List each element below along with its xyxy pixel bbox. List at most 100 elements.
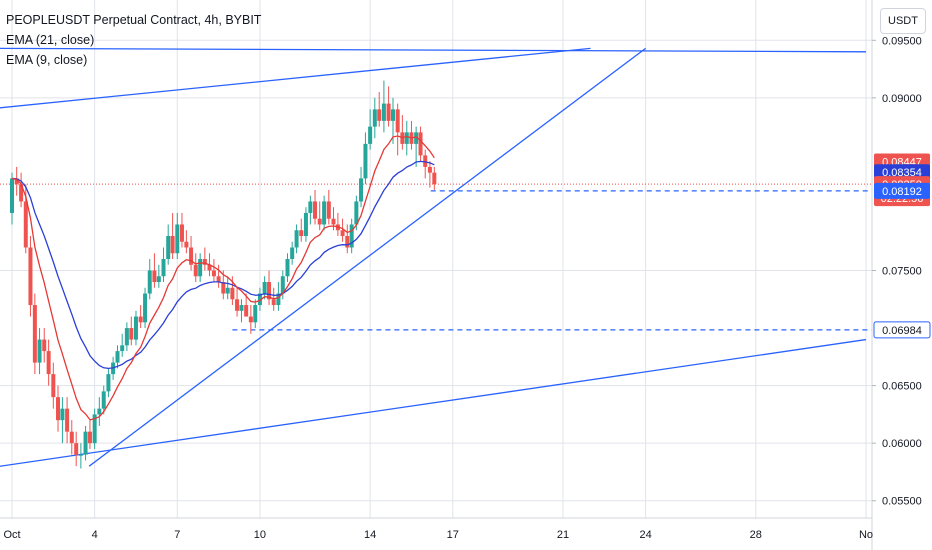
candle-body [248,316,253,323]
candle-body [386,103,391,121]
candle-body [308,201,313,213]
candle-body [368,126,373,144]
candle-body [432,172,437,185]
candle-body [202,259,207,265]
candle-body [184,241,189,248]
candle-body [69,431,74,444]
candle-body [349,224,354,248]
candle-body [372,109,377,127]
candle-body [189,247,194,265]
candle-body [239,305,244,311]
candle-body [299,230,304,236]
candle-body [115,351,120,363]
badge-support: 0.06984 [873,321,931,339]
candle-body [230,287,235,300]
candle-body [340,230,345,236]
trendline-upper-channel[interactable] [0,47,591,109]
candle-body [32,305,37,363]
badge-support-text: 0.06984 [882,325,922,337]
candle-body [331,218,336,225]
candle-body [147,270,152,294]
currency-button[interactable]: USDT [880,8,926,34]
candle-body [179,224,184,242]
candle-body [294,230,299,248]
candle-body [23,201,28,248]
candle-body [152,270,157,283]
candle-body [74,443,79,455]
x-tick-label: 10 [254,529,266,541]
badge-support-bg [873,321,931,339]
candle-body [271,299,276,306]
candle-body [161,259,166,277]
legend-title: PEOPLEUSDT Perpetual Contract, 4h, BYBIT [6,13,262,27]
candle-body [244,305,249,317]
candle-body [225,287,230,294]
candle-body [10,178,14,213]
y-tick-label: 0.06500 [882,381,922,393]
candle-body [83,431,88,455]
candle-body [326,201,331,219]
y-tick-label: 0.09500 [882,35,922,47]
candle-body [51,374,56,398]
ema-lines [11,135,435,421]
candle-body [60,408,65,421]
y-tick-label: 0.05500 [882,496,922,508]
candle-body [101,391,106,409]
badge-lower-line-bg [874,182,930,199]
trendline-horizontal-resistance[interactable] [0,47,867,53]
legend-ema21[interactable]: EMA (21, close) [6,33,95,47]
x-tick-label: 21 [557,529,569,541]
candle-body [427,166,432,173]
candle-body [78,454,83,456]
candle-body [290,247,295,259]
candle-body [345,235,350,248]
candle-body [285,259,290,277]
candle-body [276,293,281,306]
legend-ema9[interactable]: EMA (9, close) [6,53,88,67]
candle-body [14,178,19,185]
candle-body [390,109,395,121]
candle-body [106,374,111,392]
x-tick-label: Oct [3,529,20,541]
candle-body [317,218,322,225]
badge-lower-line: 0.08192 [874,182,930,199]
candle-body [404,132,409,144]
candle-body [313,201,318,219]
candle-body [354,201,359,225]
candle-body [133,316,138,340]
candle-body [221,282,226,294]
candle-body [395,109,400,133]
candle-body [46,351,51,375]
y-tick-label: 0.09000 [882,93,922,105]
candle-body [92,414,97,444]
candle-body [363,143,368,179]
trendlines[interactable] [0,47,872,469]
x-tick-label: 17 [447,529,459,541]
x-tick-label: No [859,529,873,541]
candle-body [322,201,327,225]
price-axis[interactable] [872,0,932,550]
candle-body [175,224,180,254]
candle-body [42,339,47,352]
trendline-rising-support[interactable] [88,47,647,467]
x-tick-label: 7 [174,529,180,541]
candle-body [120,345,125,352]
candle-body [37,339,42,363]
candle-body [211,270,216,277]
grid [0,0,872,518]
candle-body [280,276,285,294]
trendline-lower-channel[interactable] [0,338,867,469]
x-tick-label: 14 [364,529,376,541]
candle-body [129,328,134,340]
candle-body [193,264,198,277]
candle-body [257,293,262,306]
candle-body [65,408,70,432]
candle-body [207,264,212,271]
x-tick-label: 24 [639,529,651,541]
x-tick-label: 4 [92,529,98,541]
candle-body [143,293,148,323]
candle-body [97,408,102,415]
